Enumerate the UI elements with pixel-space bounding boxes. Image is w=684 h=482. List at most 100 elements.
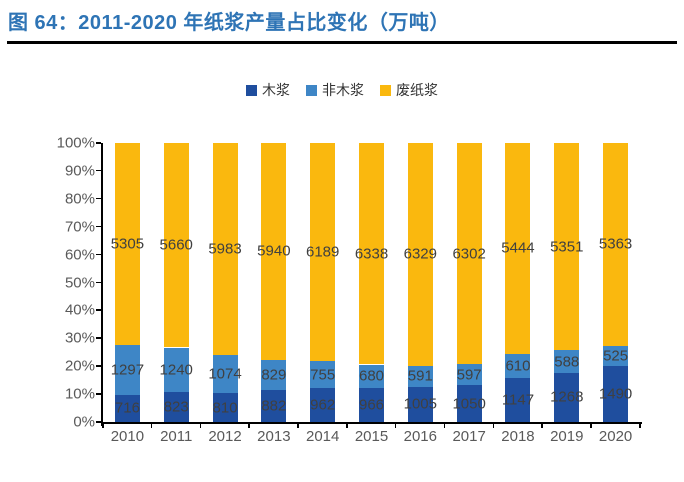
x-tick-label-2014: 2014 [305,428,340,445]
y-tick-label: 20% [64,357,95,375]
bar-2019: 1268 588 5351 [550,143,583,422]
x-axis-tick [541,424,543,428]
x-axis-tick [248,424,250,428]
bar-2017: 1050 597 6302 [452,143,486,422]
bar-segment-非木浆-2019 [554,350,580,373]
bar-segment-木浆-2013 [261,389,287,422]
bar-segment-非木浆-2018 [505,353,531,378]
x-axis-tick [102,424,104,428]
y-tick-label: 30% [64,329,95,347]
value-label-废纸浆-2015: 6338 [354,245,389,263]
bar-segment-废纸浆-2011 [163,143,189,348]
bar-segment-木浆-2015 [359,388,384,422]
value-label-废纸浆-2020: 5363 [598,235,633,253]
y-axis-tick [96,169,101,172]
x-tick-label-2012: 2012 [208,428,242,445]
value-label-木浆-2018: 1147 [501,391,535,409]
title-divider [7,41,677,44]
bar-2020: 1490 525 5363 [599,143,632,422]
value-label-非木浆-2020: 525 [603,347,629,365]
x-tick-label-2020: 2020 [598,428,633,445]
x-tick-label-2011: 2011 [160,428,193,445]
bar-segment-木浆-2011 [163,392,189,422]
y-tick-label: 90% [64,162,95,180]
bar-2011: 823 1240 5660 [160,143,193,422]
value-label-木浆-2013: 882 [261,397,287,415]
y-tick-label: 0% [73,413,95,431]
bar-segment-废纸浆-2012 [212,143,238,356]
value-label-废纸浆-2017: 6302 [452,245,486,263]
legend-label-wood-pulp: 木浆 [262,84,290,99]
value-label-非木浆-2017: 597 [456,366,482,384]
bar-segment-非木浆-2011 [163,347,189,393]
bar-segment-废纸浆-2017 [456,143,482,365]
y-axis-tick [96,393,101,395]
x-tick-label-2016: 2016 [403,428,437,445]
figure-title: 图 64：2011-2020 年纸浆产量占比变化（万吨） [8,12,450,34]
bar-segment-木浆-2010 [114,394,140,422]
bar-segment-木浆-2018 [505,377,531,422]
value-label-废纸浆-2018: 5444 [501,239,535,257]
value-label-废纸浆-2012: 5983 [208,240,242,258]
bar-segment-木浆-2020 [603,365,629,422]
y-tick-label: 80% [64,190,95,208]
value-label-非木浆-2016: 591 [407,367,433,385]
bar-segment-废纸浆-2019 [554,143,580,351]
bar-segment-非木浆-2016 [407,365,433,387]
value-label-非木浆-2015: 680 [358,367,385,385]
value-label-非木浆-2010: 1297 [110,361,145,379]
y-tick-label: 40% [64,301,95,319]
value-label-木浆-2015: 966 [358,396,385,414]
x-tick-label-2018: 2018 [501,428,535,445]
value-label-非木浆-2014: 755 [310,366,336,384]
bar-segment-非木浆-2015 [359,364,384,389]
bar-segment-废纸浆-2020 [603,143,629,346]
x-axis-tick [443,424,446,428]
x-axis-tick [150,424,153,428]
bar-2014: 962 755 6189 [306,143,339,422]
bar-2013: 882 829 5940 [257,143,291,422]
bar-segment-木浆-2019 [554,372,580,422]
x-axis-tick [199,424,202,428]
bar-2016: 1005 591 6329 [404,143,437,422]
x-tick-label-2015: 2015 [354,428,389,445]
y-axis-tick [96,281,101,283]
value-label-非木浆-2013: 829 [261,366,287,384]
y-tick-label: 60% [64,246,95,264]
value-label-木浆-2020: 1490 [598,385,633,403]
x-axis-tick [297,424,299,428]
value-label-废纸浆-2013: 5940 [257,242,291,260]
x-tick-label-2010: 2010 [110,428,145,445]
y-axis-tick [96,197,101,200]
y-axis-tick [96,365,101,367]
y-tick-label: 100% [56,134,95,152]
bar-segment-非木浆-2020 [603,345,629,366]
plot-area: 0% 10% 20% 30% 40% 50% 60% 70% 80% 90% 100% 716 1297… [57,135,642,445]
value-label-废纸浆-2010: 5305 [110,235,145,253]
x-axis-tick [492,424,495,428]
y-tick-label: 50% [64,274,95,291]
legend-swatch-wood-pulp [246,84,257,96]
bar-segment-非木浆-2017 [456,364,482,386]
legend-item-wastepaper-pulp: 废纸浆 [380,80,438,100]
x-tick-label-2017: 2017 [452,428,486,445]
legend-label-nonwood-pulp: 非木浆 [322,84,364,99]
value-label-废纸浆-2014: 6189 [305,243,340,261]
x-tick-label-2019: 2019 [550,428,584,445]
y-axis-tick [96,225,101,228]
y-tick-label: 10% [64,385,95,403]
y-axis-line [101,143,103,426]
bar-2015: 966 680 6338 [355,143,388,422]
value-label-木浆-2010: 716 [114,399,140,417]
value-label-木浆-2016: 1005 [403,395,437,413]
legend-swatch-wastepaper-pulp [380,84,391,96]
x-axis-line [101,422,642,424]
bar-segment-木浆-2017 [456,385,482,422]
value-label-木浆-2019: 1268 [550,388,584,406]
bar-segment-废纸浆-2014 [310,143,336,362]
y-axis-tick [96,421,101,423]
value-label-废纸浆-2011: 5660 [159,236,193,254]
bar-segment-非木浆-2010 [114,345,140,395]
x-axis-tick [590,424,592,428]
